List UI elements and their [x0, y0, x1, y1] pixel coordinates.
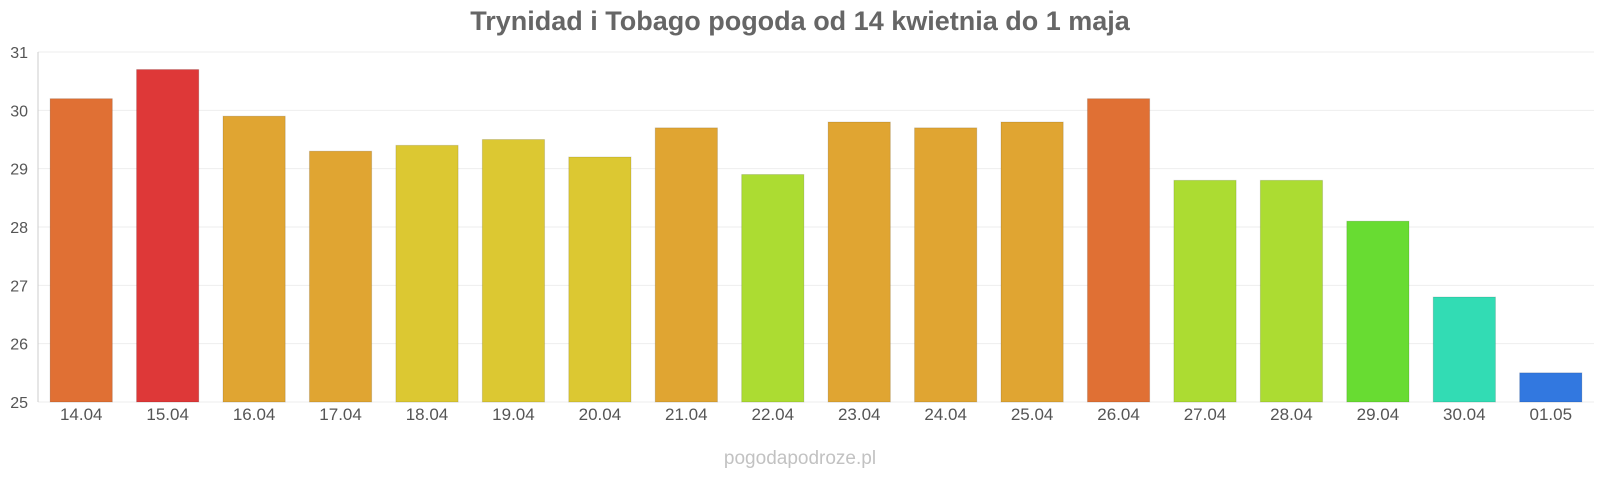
x-tick-label: 23.04 [838, 405, 881, 424]
y-tick-label: 25 [10, 395, 28, 412]
y-axis-ticks: 25 26 27 28 29 30 31 [10, 45, 28, 412]
bar-28.04 [1259, 179, 1324, 403]
y-tick-label: 26 [10, 337, 28, 354]
x-tick-label: 14.04 [60, 405, 103, 424]
x-tick-label: 30.04 [1443, 405, 1486, 424]
x-tick-label: 17.04 [319, 405, 362, 424]
x-tick-label: 15.04 [146, 405, 189, 424]
y-tick-label: 27 [10, 278, 28, 295]
bar-29.04 [1346, 220, 1410, 403]
x-tick-label: 22.04 [752, 405, 795, 424]
bar-25.04 [1000, 121, 1064, 403]
gridlines [38, 51, 1594, 403]
y-tick-label: 28 [10, 220, 28, 237]
x-tick-label: 29.04 [1357, 405, 1400, 424]
x-tick-label: 16.04 [233, 405, 276, 424]
x-tick-label: 24.04 [924, 405, 967, 424]
bar-14.04 [49, 98, 113, 403]
bar-21.04 [654, 127, 718, 403]
bars [49, 69, 1583, 403]
y-tick-label: 31 [10, 45, 28, 62]
bar-30.04 [1432, 296, 1496, 403]
x-tick-label: 28.04 [1270, 405, 1313, 424]
bar-19.04 [481, 139, 546, 403]
bar-23.04 [827, 121, 891, 403]
bar-24.04 [914, 127, 978, 403]
bar-20.04 [568, 156, 632, 403]
x-tick-label: 27.04 [1184, 405, 1227, 424]
x-tick-label: 21.04 [665, 405, 708, 424]
watermark: pogodapodroze.pl [723, 448, 877, 469]
bar-27.04 [1173, 179, 1237, 403]
bar-16.04 [222, 115, 286, 403]
x-tick-label: 20.04 [579, 405, 622, 424]
x-tick-label: 01.05 [1530, 405, 1573, 424]
y-tick-label: 29 [10, 162, 28, 179]
chart-title: Trynidad i Tobago pogoda od 14 kwietnia … [470, 6, 1130, 36]
x-tick-label: 18.04 [406, 405, 449, 424]
bar-18.04 [395, 144, 459, 403]
bar-01.05 [1519, 372, 1583, 403]
bar-26.04 [1086, 98, 1151, 403]
x-tick-label: 19.04 [492, 405, 535, 424]
x-tick-label: 25.04 [1011, 405, 1054, 424]
bar-17.04 [308, 150, 373, 403]
y-tick-label: 30 [10, 103, 28, 120]
x-axis-ticks: 14.04 15.04 16.04 17.04 18.04 19.04 20.04 21.04… [60, 405, 1572, 424]
x-tick-label: 26.04 [1097, 405, 1140, 424]
bar-15.04 [136, 69, 200, 403]
bar-22.04 [741, 174, 805, 403]
